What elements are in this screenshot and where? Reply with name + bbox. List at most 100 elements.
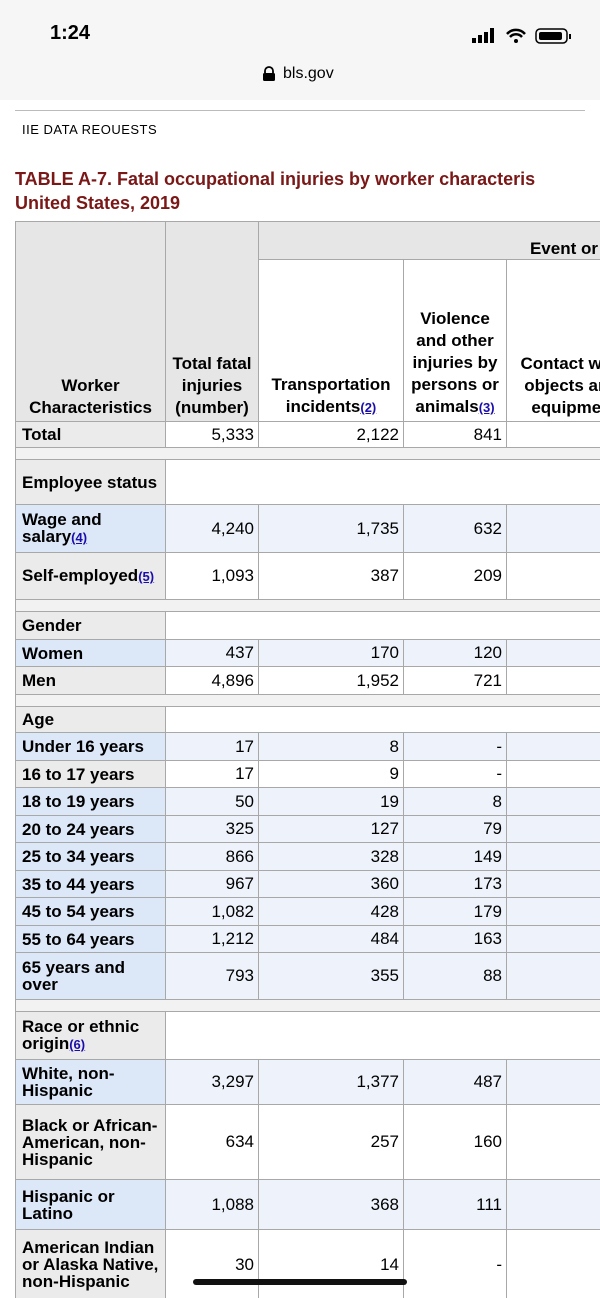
section-row: Age bbox=[15, 706, 600, 733]
spacer bbox=[15, 694, 600, 707]
cell: 1,093 bbox=[165, 552, 259, 600]
home-indicator bbox=[193, 1279, 407, 1285]
label-text: Worker Characteristics bbox=[29, 376, 152, 417]
cell: 325 bbox=[165, 815, 259, 843]
cell: 149 bbox=[403, 842, 507, 871]
cell: 160 bbox=[403, 1104, 507, 1180]
cell: 484 bbox=[258, 925, 404, 953]
cell: 1,212 bbox=[165, 925, 259, 953]
data-table: Worker Characteristics Total fatal injuri… bbox=[15, 221, 600, 1298]
label-text: American Indian or Alaska Native, non-Hi… bbox=[22, 1238, 159, 1291]
cell: 79 bbox=[403, 815, 507, 843]
cell: 1,377 bbox=[258, 1059, 404, 1105]
cell: 54 bbox=[506, 504, 600, 553]
cell: 360 bbox=[258, 870, 404, 898]
spacer bbox=[15, 599, 600, 612]
cell: 14 bbox=[258, 1229, 404, 1298]
cell: 487 bbox=[403, 1059, 507, 1105]
cell: 19 bbox=[258, 787, 404, 816]
column-header: Contact with objects and equipmen bbox=[506, 259, 600, 422]
section-row: Race or ethnic origin(6) bbox=[15, 1011, 600, 1060]
spacer-row bbox=[15, 447, 600, 460]
label-text: Gender bbox=[22, 616, 82, 635]
label-text: Wage and salary bbox=[22, 510, 102, 546]
data-row: Hispanic or Latino 1,08836811117 bbox=[15, 1179, 600, 1230]
row-label: 65 years and over bbox=[15, 952, 166, 1000]
data-row: American Indian or Alaska Native, non-Hi… bbox=[15, 1229, 600, 1298]
cell: 13 bbox=[506, 870, 600, 898]
cell: 209 bbox=[403, 552, 507, 600]
row-label: 16 to 17 years bbox=[15, 760, 166, 788]
header-row: Worker Characteristics Total fatal injuri… bbox=[15, 221, 600, 422]
header-row: Transportation incidents(2) Violence and … bbox=[16, 259, 600, 422]
cell: 3 bbox=[506, 815, 600, 843]
cell: 111 bbox=[403, 1179, 507, 1230]
status-icons bbox=[472, 28, 571, 44]
section-fill bbox=[165, 706, 600, 733]
column-header: Worker Characteristics bbox=[15, 221, 166, 422]
spacer-row bbox=[15, 599, 600, 612]
cell: 387 bbox=[258, 552, 404, 600]
cell: 11 bbox=[506, 842, 600, 871]
label-text: 20 to 24 years bbox=[22, 819, 135, 839]
row-label: Wage and salary(4) bbox=[15, 504, 166, 553]
cell: 18 bbox=[506, 552, 600, 600]
cell: 721 bbox=[403, 666, 507, 695]
footnote-link[interactable]: (5) bbox=[138, 569, 155, 584]
cell: 127 bbox=[258, 815, 404, 843]
section-fill bbox=[165, 1011, 600, 1060]
cell: 4,240 bbox=[165, 504, 259, 553]
nav-link[interactable]: IIE DATA REQUESTS bbox=[22, 120, 322, 134]
footnote-link[interactable]: (2) bbox=[360, 400, 377, 415]
cell: 841 bbox=[403, 421, 507, 448]
table-title: TABLE A-7. Fatal occupational injuries b… bbox=[15, 169, 536, 189]
cell: 866 bbox=[165, 842, 259, 871]
cell: 355 bbox=[258, 952, 404, 1000]
section-label: Age bbox=[15, 706, 166, 733]
cell: 437 bbox=[165, 639, 259, 667]
group-header: Event or exp bbox=[258, 221, 600, 260]
data-row: 35 to 44 years 96736017313 bbox=[15, 870, 600, 898]
row-label: Under 16 years bbox=[15, 732, 166, 761]
url[interactable]: bls.gov bbox=[283, 65, 334, 82]
data-row: Black or African-American, non-Hispanic 6… bbox=[15, 1104, 600, 1180]
data-row: Women 4371701201 bbox=[15, 639, 600, 667]
cell: 46 bbox=[506, 1059, 600, 1105]
spacer-row bbox=[15, 999, 600, 1012]
cell: - bbox=[506, 732, 600, 761]
footnote-link[interactable]: (3) bbox=[478, 400, 495, 415]
row-label: Total bbox=[15, 421, 166, 448]
label-text: 25 to 34 years bbox=[22, 847, 135, 866]
nav-text[interactable]: IIE DATA REQUESTS bbox=[22, 122, 158, 134]
label-text: 55 to 64 years bbox=[22, 929, 135, 949]
footnote-link[interactable]: (4) bbox=[71, 530, 88, 545]
cell: 71 bbox=[506, 666, 600, 695]
section-fill bbox=[165, 611, 600, 640]
cell: 8 bbox=[403, 787, 507, 816]
data-row: 25 to 34 years 86632814911 bbox=[15, 842, 600, 871]
data-row: 20 to 24 years 325127793 bbox=[15, 815, 600, 843]
cell: 1,952 bbox=[258, 666, 404, 695]
cell bbox=[506, 1229, 600, 1298]
data-row: 55 to 64 years 1,21248416316 bbox=[15, 925, 600, 953]
cell: 632 bbox=[403, 504, 507, 553]
row-label: White, non-Hispanic bbox=[15, 1059, 166, 1105]
cell: - bbox=[403, 1229, 507, 1298]
label-text: White, non-Hispanic bbox=[22, 1064, 115, 1100]
row-label: 25 to 34 years bbox=[15, 842, 166, 871]
footnote-link[interactable]: (6) bbox=[69, 1037, 86, 1052]
row-label: Women bbox=[15, 639, 166, 667]
row-label: Self-employed(5) bbox=[15, 552, 166, 600]
cell: 257 bbox=[258, 1104, 404, 1180]
clock: 1:24 bbox=[50, 22, 91, 44]
cell: - bbox=[506, 760, 600, 788]
label-text: Men bbox=[22, 671, 56, 690]
section-row: Gender bbox=[15, 611, 600, 640]
label-text: Under 16 years bbox=[22, 737, 144, 756]
cell: 2,122 bbox=[258, 421, 404, 448]
